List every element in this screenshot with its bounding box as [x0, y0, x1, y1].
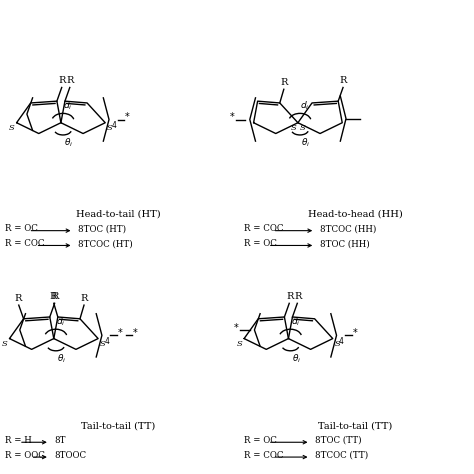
Text: 4: 4	[111, 121, 116, 130]
Text: R = OOC: R = OOC	[5, 451, 45, 460]
Text: 8TOOC: 8TOOC	[55, 451, 87, 460]
Text: R = COC: R = COC	[244, 224, 283, 233]
Text: S: S	[237, 340, 243, 348]
Text: R = COC: R = COC	[244, 451, 283, 460]
Text: $d_i$: $d_i$	[64, 100, 73, 112]
Text: R: R	[281, 78, 288, 87]
Text: S: S	[334, 340, 340, 348]
Text: $\theta_i$: $\theta_i$	[301, 137, 310, 149]
Text: *: *	[125, 112, 130, 122]
Text: Head-to-head (HH): Head-to-head (HH)	[308, 210, 403, 219]
Text: R: R	[294, 292, 301, 301]
Text: 8TOC (HT): 8TOC (HT)	[78, 224, 127, 233]
Text: R: R	[340, 76, 347, 85]
Text: S: S	[100, 340, 106, 348]
Text: *: *	[229, 112, 234, 122]
Text: R: R	[50, 292, 57, 301]
Text: S: S	[300, 124, 305, 132]
Text: S: S	[291, 124, 296, 132]
Text: 8TCOC (TT): 8TCOC (TT)	[315, 451, 368, 460]
Text: $\theta_i$: $\theta_i$	[292, 352, 301, 365]
Text: Tail-to-tail (TT): Tail-to-tail (TT)	[319, 421, 392, 430]
Text: R = OC: R = OC	[244, 436, 277, 445]
Text: S: S	[107, 124, 113, 132]
Text: S: S	[9, 124, 15, 132]
Text: 4: 4	[339, 337, 344, 346]
Text: R: R	[81, 294, 88, 303]
Text: 8T: 8T	[55, 436, 66, 445]
Text: R: R	[58, 76, 66, 85]
Text: R = H: R = H	[5, 436, 31, 445]
Text: R = COC: R = COC	[5, 239, 44, 248]
Text: R: R	[286, 292, 293, 301]
Text: *: *	[353, 328, 357, 338]
Text: $\theta_i$: $\theta_i$	[64, 137, 73, 149]
Text: $d_i$: $d_i$	[56, 315, 66, 328]
Text: R: R	[51, 292, 59, 301]
Text: Head-to-tail (HT): Head-to-tail (HT)	[76, 210, 161, 219]
Text: R = OC: R = OC	[5, 224, 37, 233]
Text: $d_i$: $d_i$	[301, 100, 310, 112]
Text: 4: 4	[104, 337, 109, 346]
Text: R: R	[66, 76, 74, 85]
Text: 8TCOC (HH): 8TCOC (HH)	[320, 224, 376, 233]
Text: 8TOC (HH): 8TOC (HH)	[320, 239, 370, 248]
Text: R = OC: R = OC	[244, 239, 277, 248]
Text: Tail-to-tail (TT): Tail-to-tail (TT)	[82, 421, 155, 430]
Text: *: *	[234, 323, 239, 333]
Text: R: R	[15, 294, 22, 303]
Text: *: *	[133, 328, 138, 338]
Text: $d_i$: $d_i$	[291, 315, 301, 328]
Text: S: S	[2, 340, 8, 348]
Text: *: *	[118, 328, 123, 338]
Text: 8TCOC (HT): 8TCOC (HT)	[78, 239, 133, 248]
Text: $\theta_i$: $\theta_i$	[57, 352, 66, 365]
Text: 8TOC (TT): 8TOC (TT)	[315, 436, 362, 445]
